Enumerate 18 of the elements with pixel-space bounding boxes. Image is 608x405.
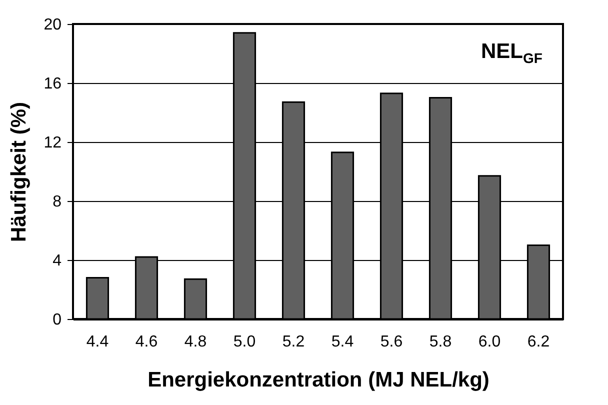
x-tick-label: 4.4 bbox=[86, 334, 109, 350]
y-tick-label: 20 bbox=[44, 16, 62, 34]
y-tick-label: 4 bbox=[52, 252, 62, 270]
x-tick-label: 5.6 bbox=[380, 334, 403, 350]
x-tick-label: 4.8 bbox=[184, 334, 207, 350]
x-tick-label: 4.6 bbox=[135, 334, 158, 350]
x-tick-label: 5.0 bbox=[233, 334, 256, 350]
x-tick-label: 6.2 bbox=[527, 334, 550, 350]
x-axis-title: Energiekonzentration (MJ NEL/kg) bbox=[148, 368, 490, 392]
x-tick-label: 5.8 bbox=[429, 334, 452, 350]
x-tick-label: 6.0 bbox=[478, 334, 501, 350]
x-tick-label: 5.2 bbox=[282, 334, 305, 350]
y-tick-label: 16 bbox=[44, 76, 62, 92]
y-tick-label: 12 bbox=[44, 134, 62, 152]
y-axis-title: Häufigkeit (%) bbox=[8, 102, 31, 242]
x-tick-label: 5.4 bbox=[331, 334, 354, 350]
y-tick-label: 0 bbox=[52, 312, 62, 328]
y-tick-label: 8 bbox=[52, 194, 62, 210]
